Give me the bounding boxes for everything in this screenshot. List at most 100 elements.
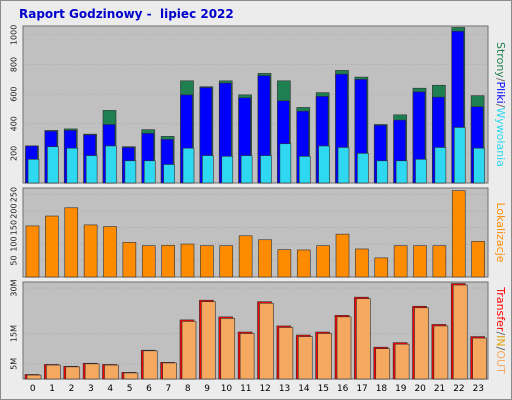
bar-transfer-out <box>220 318 236 380</box>
legend-part: / <box>494 104 507 108</box>
bar-lokalizacje <box>180 243 195 278</box>
x-tick-label: 9 <box>204 384 210 394</box>
x-tick-label: 6 <box>146 384 152 394</box>
y-tick-label: 200 <box>10 203 19 218</box>
x-tick-label: 5 <box>127 384 133 394</box>
x-axis: 0 1 2 3 4 5 6 7 8 9 10 11 12 13 14 15 16 17 18 19 20 21 22 23 <box>30 384 484 394</box>
y-tick-label: 800 <box>10 57 19 72</box>
bar-transfer-out <box>84 363 100 380</box>
legend-part: Wywołania <box>494 107 507 167</box>
y-tick-label: 5M <box>10 358 19 370</box>
bar-wywolania <box>163 164 175 184</box>
x-tick-label: 18 <box>376 384 388 394</box>
bar-transfer-out <box>104 364 119 380</box>
x-tick-label: 16 <box>337 384 349 394</box>
bar-lokalizacje <box>200 245 214 278</box>
plot-area <box>22 187 489 278</box>
bar-transfer-out <box>433 325 449 380</box>
y-tick-label: 150 <box>10 220 19 235</box>
bar-lokalizacje <box>355 248 369 278</box>
bar-wywolania <box>298 156 311 184</box>
plot-area <box>22 25 489 184</box>
x-tick-label: 23 <box>473 384 484 394</box>
bar-lokalizacje <box>25 225 40 278</box>
x-tick-label: 1 <box>49 384 55 394</box>
x-tick-label: 14 <box>298 384 310 394</box>
bar-transfer-out <box>259 302 274 380</box>
bar-transfer-out <box>297 336 313 380</box>
bar-transfer-out <box>123 372 139 380</box>
bar-wywolania <box>376 160 389 184</box>
legend: Strony/Pliki/Wywołania <box>494 42 507 167</box>
bar-lokalizacje <box>335 233 350 278</box>
bar-lokalizacje <box>103 226 117 278</box>
bar-wywolania <box>85 155 98 184</box>
bar-lokalizacje <box>141 245 156 278</box>
legend-part: Lokalizacje <box>494 202 507 262</box>
x-tick-label: 8 <box>185 384 191 394</box>
bar-transfer-out <box>414 307 429 380</box>
legend-part: Strony <box>494 42 507 78</box>
bar-lokalizacje <box>374 257 389 278</box>
bar-wywolania <box>357 153 369 184</box>
y-tick-label: 50 <box>10 255 19 265</box>
bar-transfer-out <box>65 366 81 380</box>
bar-lokalizacje <box>64 207 79 278</box>
x-tick-label: 22 <box>453 384 464 394</box>
chart-title: Raport Godzinowy - lipiec 2022 <box>19 7 234 21</box>
bar-wywolania <box>337 147 350 184</box>
legend-part: / <box>494 347 507 351</box>
x-tick-label: 20 <box>414 384 426 394</box>
bar-lokalizacje <box>393 245 408 278</box>
bar-transfer-out <box>181 321 197 380</box>
bar-wywolania <box>473 147 485 184</box>
bar-transfer-out <box>356 298 371 380</box>
bar-wywolania <box>143 160 156 184</box>
x-tick-label: 7 <box>165 384 171 394</box>
bar-lokalizacje <box>238 235 253 278</box>
bar-wywolania <box>124 160 137 184</box>
bar-lokalizacje <box>451 190 466 278</box>
bar-lokalizacje <box>122 242 137 278</box>
bar-wywolania <box>182 147 195 184</box>
x-tick-label: 15 <box>318 384 329 394</box>
bar-transfer-out <box>162 362 177 380</box>
bar-transfer-out <box>201 301 216 380</box>
bar-wywolania <box>395 160 408 184</box>
bar-lokalizacje <box>316 245 330 278</box>
bar-transfer-out <box>239 333 255 380</box>
x-tick-label: 3 <box>88 384 94 394</box>
bar-transfer-out <box>394 343 410 380</box>
legend-part: OUT <box>494 350 507 374</box>
bar-lokalizacje <box>432 245 447 278</box>
bar-lokalizacje <box>258 239 272 278</box>
bar-transfer-out <box>142 350 158 380</box>
bar-lokalizacje <box>161 245 175 278</box>
bar-transfer-out <box>375 348 391 380</box>
x-tick-label: 2 <box>69 384 75 394</box>
legend-part: Pliki <box>494 82 507 104</box>
bar-lokalizacje <box>277 249 292 278</box>
bar-transfer-out <box>317 333 332 380</box>
bar-lokalizacje <box>413 245 427 278</box>
legend: Lokalizacje <box>494 202 507 262</box>
bar-transfer-out <box>336 316 352 380</box>
bar-wywolania <box>202 155 214 184</box>
bar-wywolania <box>221 156 234 184</box>
bar-wywolania <box>434 147 447 184</box>
legend-part: IN <box>494 335 507 346</box>
bar-lokalizacje <box>296 249 311 278</box>
x-tick-label: 10 <box>221 384 233 394</box>
bar-transfer-out <box>278 327 294 380</box>
bar-lokalizacje <box>83 224 98 278</box>
bar-lokalizacje <box>219 245 234 278</box>
x-tick-label: 13 <box>279 384 290 394</box>
x-tick-label: 21 <box>434 384 445 394</box>
bar-transfer-out <box>26 374 42 380</box>
y-tick-label: 200 <box>10 146 19 161</box>
bar-wywolania <box>47 146 59 184</box>
